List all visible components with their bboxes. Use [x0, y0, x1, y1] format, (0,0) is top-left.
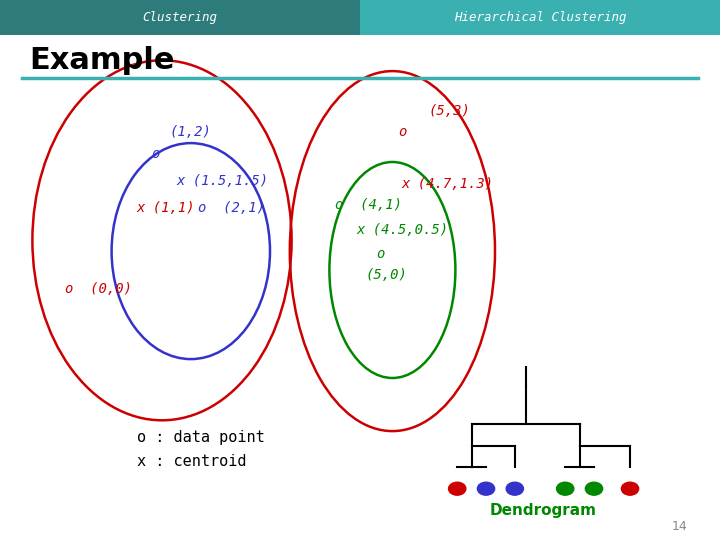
- Text: o : data point: o : data point: [137, 430, 264, 445]
- Bar: [360, 0, 720, 35]
- Circle shape: [506, 482, 523, 495]
- Circle shape: [621, 482, 639, 495]
- Text: o: o: [377, 247, 385, 261]
- Bar: [0, 0, 360, 35]
- Circle shape: [449, 482, 466, 495]
- Circle shape: [585, 482, 603, 495]
- Circle shape: [477, 482, 495, 495]
- Text: Clustering: Clustering: [143, 11, 217, 24]
- Text: o  (2,1): o (2,1): [198, 201, 265, 215]
- Text: x (1.5,1.5): x (1.5,1.5): [176, 174, 269, 188]
- Text: 14: 14: [672, 520, 688, 533]
- Text: x : centroid: x : centroid: [137, 454, 246, 469]
- Text: o: o: [398, 125, 407, 139]
- Text: x (1,1): x (1,1): [137, 201, 195, 215]
- Text: (5,3): (5,3): [428, 104, 470, 118]
- Text: Hierarchical Clustering: Hierarchical Clustering: [454, 11, 626, 24]
- Text: x (4.5,0.5): x (4.5,0.5): [356, 222, 449, 237]
- Text: x (4.7,1.3): x (4.7,1.3): [401, 177, 493, 191]
- Text: o  (4,1): o (4,1): [335, 198, 402, 212]
- Text: (1,2): (1,2): [169, 125, 211, 139]
- Text: (5,0): (5,0): [366, 268, 408, 282]
- Text: Example: Example: [29, 46, 174, 75]
- Circle shape: [557, 482, 574, 495]
- Text: o  (0,0): o (0,0): [65, 282, 132, 296]
- Text: o: o: [151, 147, 160, 161]
- Text: Dendrogram: Dendrogram: [490, 503, 597, 518]
